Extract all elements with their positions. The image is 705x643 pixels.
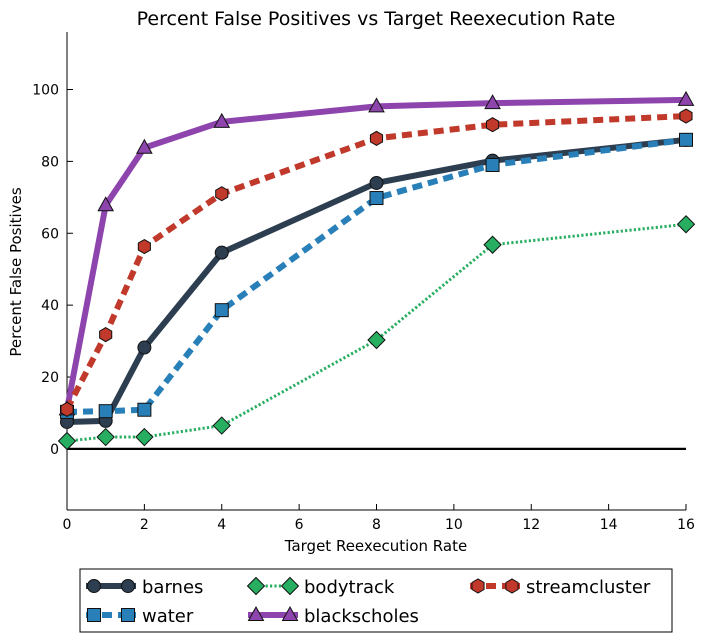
legend-marker-blackscholes bbox=[247, 605, 265, 621]
data-point-barnes bbox=[137, 340, 152, 355]
data-point-blackscholes bbox=[136, 138, 153, 154]
data-point-blackscholes bbox=[484, 94, 501, 110]
legend-marker-blackscholes bbox=[281, 605, 299, 621]
x-tick-label: 2 bbox=[140, 517, 149, 533]
x-tick-label: 16 bbox=[677, 517, 695, 533]
legend-label-bodytrack: bodytrack bbox=[304, 577, 395, 598]
data-point-water bbox=[485, 157, 500, 172]
legend-marker-water bbox=[121, 608, 135, 622]
x-axis-label: Target Reexecution Rate bbox=[284, 537, 467, 555]
data-point-barnes bbox=[369, 175, 384, 190]
y-tick-label: 100 bbox=[32, 83, 59, 99]
legend-marker-barnes bbox=[87, 579, 101, 593]
legend-label-blackscholes: blackscholes bbox=[304, 606, 419, 627]
x-tick-label: 6 bbox=[295, 517, 304, 533]
data-point-bodytrack bbox=[676, 215, 696, 234]
legend-label-water: water bbox=[142, 606, 194, 627]
data-point-barnes bbox=[214, 245, 229, 260]
series-line-blackscholes bbox=[64, 96, 687, 410]
legend-label-streamcluster: streamcluster bbox=[526, 577, 651, 598]
data-point-bodytrack bbox=[367, 330, 386, 350]
legend-marker-streamcluster bbox=[505, 578, 519, 594]
data-point-blackscholes bbox=[368, 97, 385, 113]
y-tick-label: 60 bbox=[41, 226, 59, 242]
data-point-water bbox=[137, 402, 152, 417]
data-point-bodytrack bbox=[135, 427, 154, 447]
legend-marker-streamcluster bbox=[471, 578, 485, 594]
data-point-bodytrack bbox=[96, 427, 115, 447]
y-axis-label: Percent False Positives bbox=[7, 187, 25, 356]
data-point-streamcluster bbox=[679, 108, 693, 124]
legend-label-barnes: barnes bbox=[142, 577, 203, 598]
legend-box bbox=[79, 568, 673, 633]
legend-marker-barnes bbox=[121, 579, 135, 593]
data-point-blackscholes bbox=[677, 90, 695, 106]
data-point-blackscholes bbox=[97, 196, 115, 212]
y-tick-label: 40 bbox=[41, 298, 59, 314]
y-tick-label: 20 bbox=[41, 370, 59, 386]
data-point-streamcluster bbox=[137, 238, 151, 255]
x-tick-label: 12 bbox=[522, 517, 540, 533]
chart-title: Percent False Positives vs Target Reexec… bbox=[137, 8, 616, 30]
y-tick-label: 80 bbox=[41, 154, 59, 170]
legend-marker-bodytrack bbox=[246, 576, 266, 596]
x-tick-label: 8 bbox=[372, 517, 381, 533]
series-line-streamcluster bbox=[64, 113, 687, 411]
data-point-bodytrack bbox=[57, 431, 77, 451]
data-point-blackscholes bbox=[213, 112, 231, 128]
x-tick-label: 14 bbox=[600, 517, 618, 533]
data-point-bodytrack bbox=[483, 235, 502, 254]
data-point-streamcluster bbox=[215, 186, 229, 202]
data-point-water bbox=[214, 303, 229, 318]
data-point-water bbox=[98, 404, 113, 419]
data-point-water bbox=[369, 191, 384, 206]
data-point-water bbox=[679, 132, 693, 147]
x-tick-label: 0 bbox=[63, 517, 72, 533]
data-point-streamcluster bbox=[369, 130, 384, 146]
data-point-streamcluster bbox=[486, 117, 500, 133]
legend-marker-bodytrack bbox=[280, 576, 300, 596]
y-tick-label: 0 bbox=[50, 442, 59, 458]
data-point-streamcluster bbox=[99, 327, 113, 343]
legend-marker-water bbox=[87, 608, 101, 622]
plot-area: 0 2 4 6 8 10 12 14 16 0 20 40 60 80 100 bbox=[32, 32, 696, 533]
legend: barnes water bodytrack blackscholes streamcl… bbox=[79, 568, 673, 633]
x-tick-label: 10 bbox=[445, 517, 463, 533]
data-point-bodytrack bbox=[212, 416, 231, 435]
x-tick-label: 4 bbox=[217, 517, 226, 533]
data-point-streamcluster bbox=[60, 401, 74, 417]
